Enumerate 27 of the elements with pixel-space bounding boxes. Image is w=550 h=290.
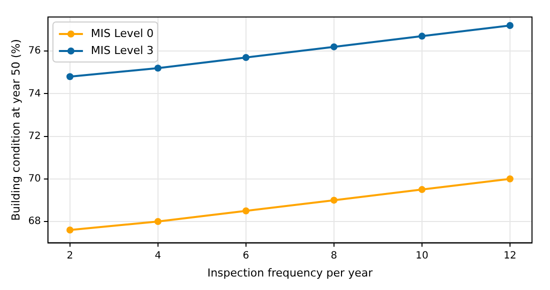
- x-tick-label: 4: [154, 250, 162, 262]
- point: [506, 175, 514, 182]
- y-tick-label: 68: [28, 216, 41, 228]
- point: [418, 186, 426, 194]
- point: [242, 207, 250, 214]
- y-tick-label: 76: [28, 46, 41, 57]
- legend-label: MIS Level 0: [90, 26, 154, 40]
- point: [66, 226, 74, 234]
- point: [154, 218, 162, 225]
- x-tick-label: 8: [330, 250, 338, 262]
- y-tick-label: 74: [28, 88, 41, 100]
- y-axis-title: Building condition at year 50 (%): [9, 39, 22, 221]
- y-tick-label: 72: [28, 130, 41, 142]
- point: [154, 64, 162, 72]
- point: [330, 43, 338, 50]
- point: [242, 54, 250, 61]
- x-tick-label: 10: [416, 250, 428, 262]
- y-tick-label: 70: [28, 173, 41, 184]
- point: [506, 22, 514, 30]
- point: [418, 32, 426, 40]
- point: [330, 196, 338, 204]
- point: [66, 73, 74, 80]
- x-tick-label: 2: [66, 250, 74, 262]
- legend-label: MIS Level 3: [90, 44, 154, 57]
- x-axis-title: Inspection frequency per year: [207, 266, 374, 280]
- x-tick-label: 6: [242, 250, 250, 262]
- x-tick-label: 12: [504, 250, 516, 262]
